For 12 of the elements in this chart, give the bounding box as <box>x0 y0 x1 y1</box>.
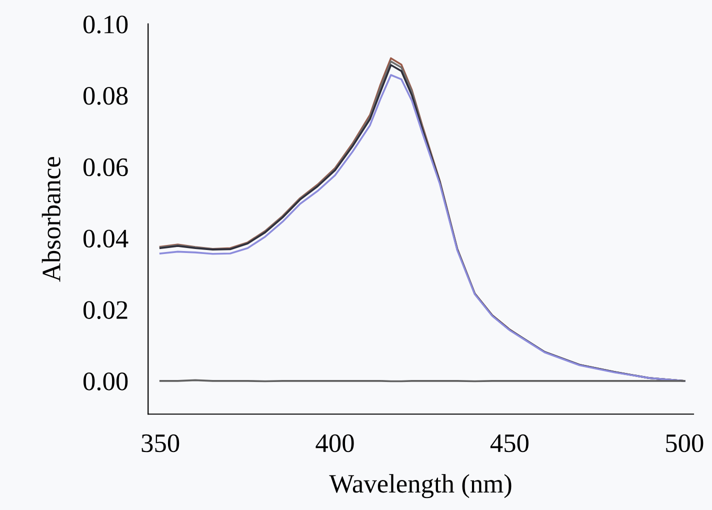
x-tick-label: 400 <box>316 434 354 452</box>
x-tick-label: 500 <box>666 434 704 452</box>
y-tick-label: 0.00 <box>83 372 128 390</box>
y-tick-label: 0.04 <box>83 230 128 248</box>
y-tick-label: 0.02 <box>83 301 128 320</box>
x-tick-label: 450 <box>490 434 528 452</box>
x-axis-title: Wavelength (nm) <box>329 474 512 498</box>
y-tick-label: 0.08 <box>83 86 128 105</box>
y-axis-title: Absorbance <box>42 156 60 282</box>
x-tick-label: 350 <box>142 434 180 452</box>
y-tick-label: 0.06 <box>83 158 128 176</box>
y-tick-label: 0.10 <box>83 16 128 34</box>
